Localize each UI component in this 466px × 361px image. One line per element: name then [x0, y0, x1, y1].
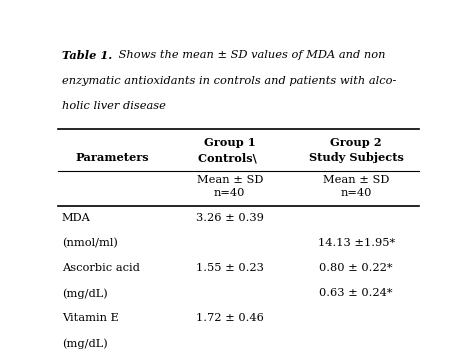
- Text: Shows the mean ± SD values of MDA and non: Shows the mean ± SD values of MDA and no…: [115, 50, 386, 60]
- Text: 1.72 ± 0.46: 1.72 ± 0.46: [196, 313, 264, 323]
- Text: (mg/dL): (mg/dL): [62, 288, 108, 299]
- Text: 0.80 ± 0.22*: 0.80 ± 0.22*: [320, 264, 393, 273]
- Text: Parameters: Parameters: [75, 152, 149, 164]
- Text: 0.63 ± 0.24*: 0.63 ± 0.24*: [320, 288, 393, 299]
- Text: 1.55 ± 0.23: 1.55 ± 0.23: [196, 264, 264, 273]
- Text: Group 1: Group 1: [204, 136, 256, 148]
- Text: (nmol/ml): (nmol/ml): [62, 238, 118, 249]
- Text: Mean ± SD: Mean ± SD: [323, 175, 390, 185]
- Text: Vitamin E: Vitamin E: [62, 313, 119, 323]
- Text: Ascorbic acid: Ascorbic acid: [62, 264, 140, 273]
- Text: Controls\: Controls\: [199, 152, 261, 164]
- Text: Table 1.: Table 1.: [62, 50, 112, 61]
- Text: (mg/dL): (mg/dL): [62, 338, 108, 349]
- Text: holic liver disease: holic liver disease: [62, 101, 166, 111]
- Text: Study Subjects: Study Subjects: [309, 152, 404, 164]
- Text: Mean ± SD: Mean ± SD: [197, 175, 263, 185]
- Text: n=40: n=40: [341, 188, 372, 198]
- Text: Group 2: Group 2: [330, 136, 382, 148]
- Text: enzymatic antioxidants in controls and patients with alco-: enzymatic antioxidants in controls and p…: [62, 76, 396, 86]
- Text: MDA: MDA: [62, 213, 91, 223]
- Text: n=40: n=40: [214, 188, 246, 198]
- Text: 14.13 ±1.95*: 14.13 ±1.95*: [318, 238, 395, 248]
- Text: 3.26 ± 0.39: 3.26 ± 0.39: [196, 213, 264, 223]
